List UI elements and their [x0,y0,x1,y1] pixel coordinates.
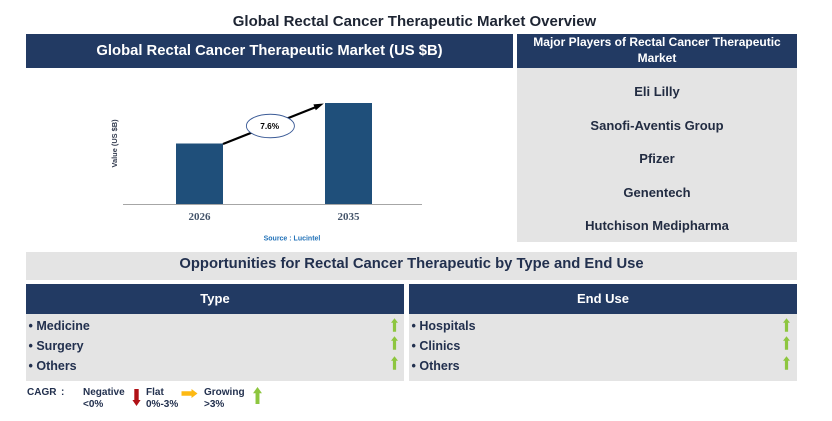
svg-text:Source : Lucintel: Source : Lucintel [264,235,321,242]
svg-text:2035: 2035 [338,211,361,223]
svg-text:2026: 2026 [189,211,212,223]
svg-text:Value (US $B): Value (US $B) [110,119,119,168]
svg-text:7.6%: 7.6% [260,121,280,131]
